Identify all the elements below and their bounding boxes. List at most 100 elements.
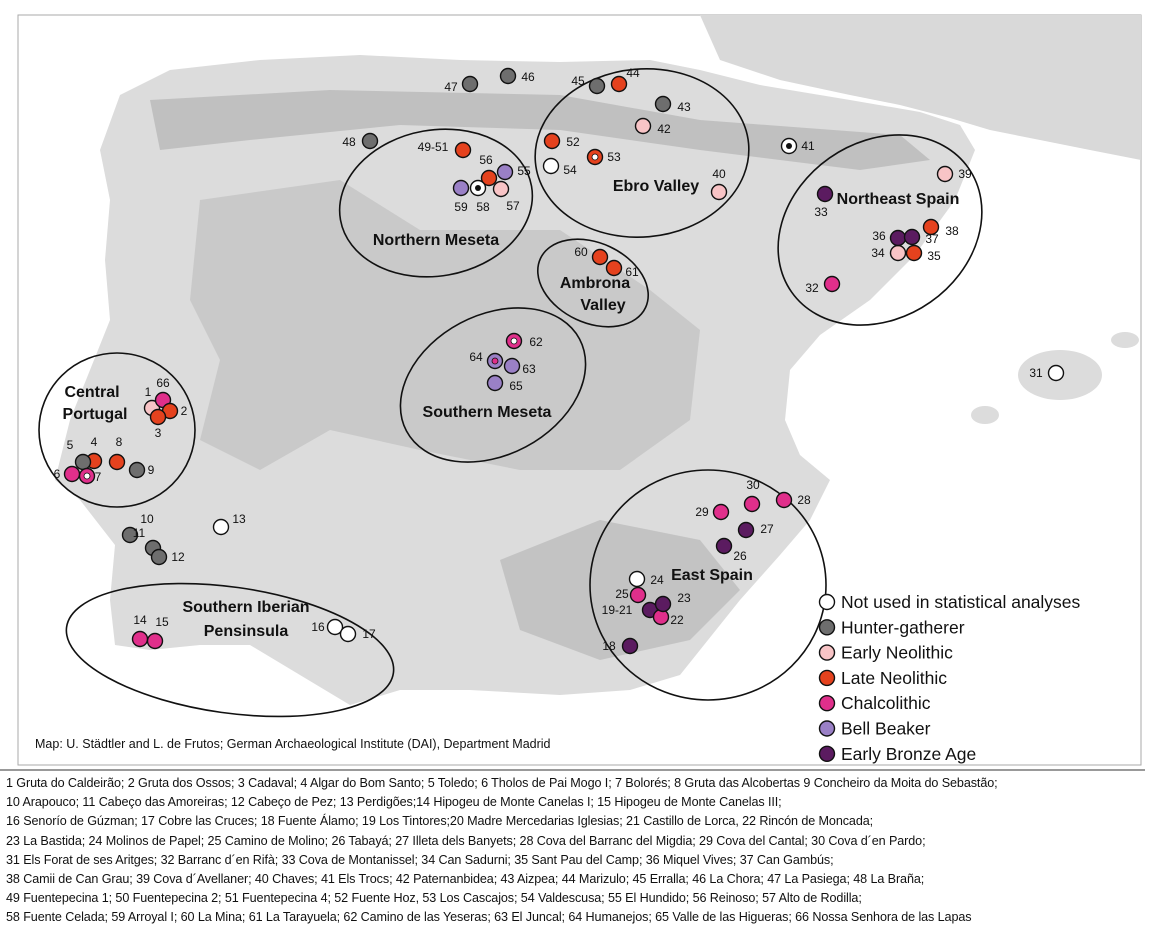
site-marker-62[interactable]: 62 [505, 332, 543, 350]
site-marker-18[interactable]: 18 [602, 637, 639, 655]
site-marker-45[interactable]: 45 [571, 74, 606, 95]
site-dot[interactable] [816, 185, 834, 203]
site-dot[interactable] [903, 228, 921, 246]
site-dot[interactable] [715, 537, 733, 555]
site-dot[interactable] [499, 67, 517, 85]
site-dot[interactable] [654, 95, 672, 113]
site-marker-16[interactable]: 16 [311, 618, 344, 636]
site-marker-8[interactable]: 8 [108, 435, 126, 471]
site-marker-43[interactable]: 43 [654, 95, 691, 115]
site-dot[interactable] [710, 183, 728, 201]
site-dot[interactable] [121, 526, 139, 544]
site-dot[interactable] [339, 625, 357, 643]
site-marker-48[interactable]: 48 [342, 132, 379, 150]
site-marker-35[interactable]: 35 [905, 244, 941, 264]
site-dot[interactable] [634, 117, 652, 135]
site-dot[interactable] [452, 179, 470, 197]
site-marker-36[interactable]: 36 [872, 229, 907, 247]
site-dot[interactable] [712, 503, 730, 521]
site-marker-38[interactable]: 38 [922, 218, 959, 239]
site-marker-34[interactable]: 34 [871, 244, 907, 262]
site-dot[interactable] [454, 141, 472, 159]
site-dot[interactable] [628, 570, 646, 588]
site-dot[interactable] [591, 248, 609, 266]
site-dot[interactable] [743, 495, 761, 513]
site-dot[interactable] [654, 595, 672, 613]
site-dot[interactable] [775, 491, 793, 509]
site-dot[interactable] [212, 518, 230, 536]
site-dot[interactable] [621, 637, 639, 655]
site-marker-65[interactable]: 65 [486, 374, 523, 394]
site-marker-59[interactable]: 59 [452, 179, 470, 215]
site-marker-2[interactable]: 2 [161, 402, 188, 420]
site-marker-40[interactable]: 40 [710, 167, 728, 201]
site-dot[interactable] [1047, 364, 1065, 382]
site-marker-61[interactable]: 61 [605, 259, 639, 280]
site-marker-12[interactable]: 12 [150, 548, 185, 566]
site-marker-9[interactable]: 9 [128, 461, 155, 479]
site-marker-56[interactable]: 56 [479, 153, 498, 187]
site-dot[interactable] [150, 548, 168, 566]
site-marker-64[interactable]: 64 [469, 350, 504, 370]
site-dot[interactable] [361, 132, 379, 150]
site-dot[interactable] [461, 75, 479, 93]
site-dot[interactable] [492, 180, 510, 198]
site-marker-63[interactable]: 63 [503, 357, 536, 377]
site-marker-19-21[interactable]: 19-21 [602, 601, 659, 619]
site-dot[interactable] [486, 374, 504, 392]
site-marker-22[interactable]: 22 [652, 608, 684, 628]
site-marker-25[interactable]: 25 [615, 586, 647, 604]
site-marker-55[interactable]: 55 [496, 163, 531, 181]
site-dot[interactable] [610, 75, 628, 93]
site-dot[interactable] [108, 453, 126, 471]
site-dot[interactable] [542, 157, 560, 175]
site-dot[interactable] [149, 408, 167, 426]
site-dot[interactable] [480, 169, 498, 187]
site-marker-23[interactable]: 23 [654, 591, 691, 613]
site-marker-28[interactable]: 28 [775, 491, 811, 509]
site-marker-46[interactable]: 46 [499, 67, 535, 85]
site-marker-17[interactable]: 17 [339, 625, 376, 643]
site-marker-60[interactable]: 60 [574, 245, 609, 266]
site-marker-13[interactable]: 13 [212, 512, 246, 536]
site-marker-42[interactable]: 42 [634, 117, 671, 137]
site-dot[interactable] [63, 465, 81, 483]
site-marker-7[interactable]: 7 [78, 467, 102, 485]
site-marker-31[interactable]: 31 [1029, 364, 1065, 382]
site-dot[interactable] [74, 453, 92, 471]
site-dot[interactable] [629, 586, 647, 604]
site-dot[interactable] [588, 77, 606, 95]
site-marker-53[interactable]: 53 [586, 148, 621, 166]
site-dot[interactable] [496, 163, 514, 181]
site-dot[interactable] [326, 618, 344, 636]
site-dot[interactable] [905, 244, 923, 262]
site-marker-32[interactable]: 32 [805, 275, 841, 296]
site-dot[interactable] [605, 259, 623, 277]
site-marker-10[interactable]: 10 [121, 512, 154, 544]
site-marker-58[interactable]: 58 [469, 179, 490, 215]
site-marker-27[interactable]: 27 [737, 521, 774, 539]
site-dot[interactable] [737, 521, 755, 539]
site-marker-3[interactable]: 3 [149, 408, 167, 441]
site-marker-5[interactable]: 5 [67, 438, 92, 471]
site-dot[interactable] [503, 357, 521, 375]
site-marker-29[interactable]: 29 [695, 503, 730, 521]
site-dot[interactable] [823, 275, 841, 293]
site-marker-6[interactable]: 6 [54, 465, 81, 483]
site-marker-44[interactable]: 44 [610, 66, 640, 93]
site-marker-47[interactable]: 47 [444, 75, 479, 95]
site-marker-41[interactable]: 41 [780, 137, 815, 155]
site-marker-39[interactable]: 39 [936, 165, 972, 183]
site-marker-37[interactable]: 37 [903, 228, 939, 247]
site-marker-57[interactable]: 57 [492, 180, 520, 214]
site-marker-33[interactable]: 33 [814, 185, 834, 220]
site-dot[interactable] [146, 632, 164, 650]
site-marker-66[interactable]: 66 [154, 376, 172, 409]
site-dot[interactable] [889, 244, 907, 262]
site-dot[interactable] [131, 630, 149, 648]
site-dot[interactable] [936, 165, 954, 183]
site-marker-52[interactable]: 52 [543, 132, 580, 150]
site-dot[interactable] [128, 461, 146, 479]
site-marker-30[interactable]: 30 [743, 478, 761, 513]
site-marker-15[interactable]: 15 [146, 615, 169, 650]
